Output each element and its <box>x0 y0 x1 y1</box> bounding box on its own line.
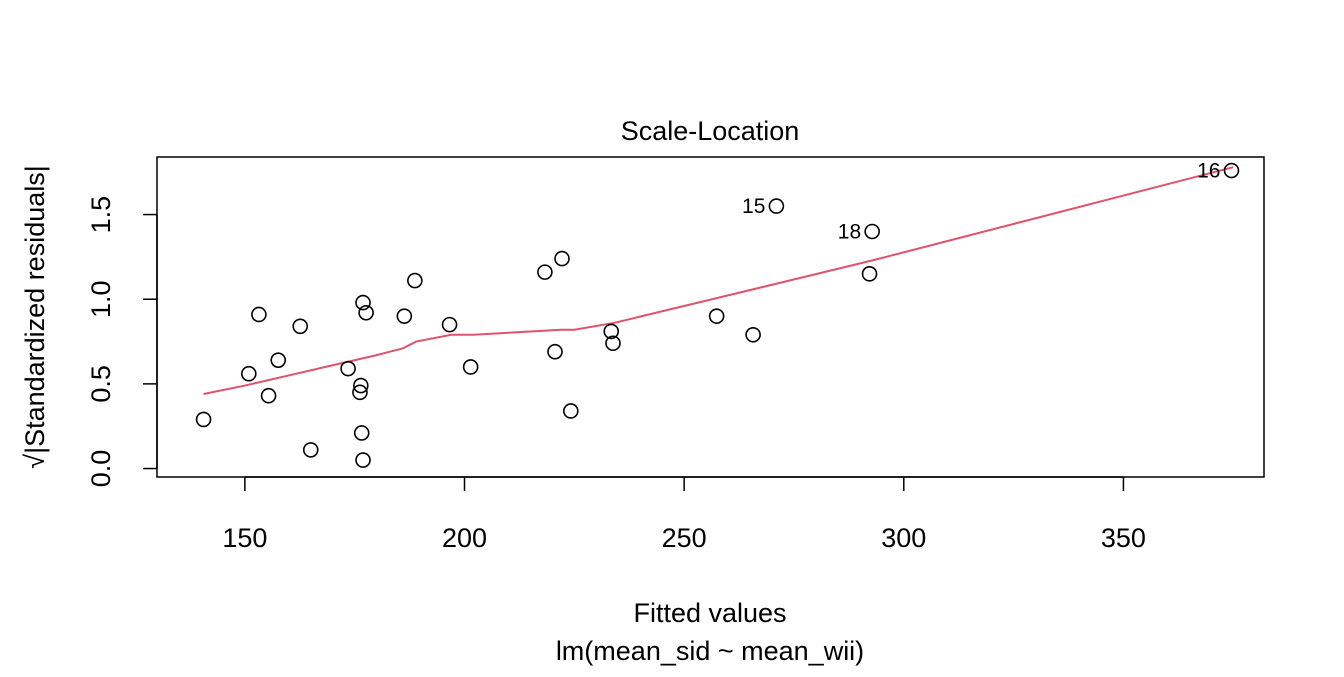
x-tick-label: 300 <box>881 523 926 553</box>
data-point <box>407 272 423 289</box>
data-point <box>537 264 553 280</box>
y-axis-label: √|Standardized residuals| <box>20 165 50 469</box>
data-point <box>554 250 570 267</box>
point-label: 16 <box>1197 160 1220 183</box>
y-axis: 0.0 0.5 1.0 1.5 <box>86 196 158 488</box>
y-tick-label: 0.5 <box>86 365 116 403</box>
data-point <box>861 266 878 282</box>
data-point <box>353 425 370 441</box>
y-tick-label: 1.0 <box>86 280 116 318</box>
point-labels-layer: 15 18 16 <box>742 160 1220 244</box>
data-point <box>563 403 579 419</box>
y-tick-label: 0.0 <box>86 450 116 488</box>
data-point <box>241 365 257 382</box>
model-formula-label: lm(mean_sid ~ mean_wii) <box>556 636 864 666</box>
data-point <box>292 318 309 335</box>
data-point <box>270 352 287 368</box>
x-axis: 150 200 250 300 350 <box>222 476 1146 553</box>
chart-title: Scale-Location <box>621 116 800 146</box>
data-point <box>251 306 267 323</box>
data-point <box>1223 162 1240 179</box>
data-point <box>260 387 277 404</box>
smooth-line <box>203 166 1234 396</box>
data-point <box>352 384 368 401</box>
data-point <box>864 223 880 240</box>
data-point <box>302 442 319 458</box>
point-label: 15 <box>742 195 765 218</box>
x-tick-label: 150 <box>222 523 267 553</box>
data-point <box>358 304 374 321</box>
data-point <box>195 411 212 428</box>
x-tick-label: 350 <box>1101 523 1146 553</box>
data-point <box>605 335 621 352</box>
smooth-line-group <box>203 166 1234 396</box>
data-point <box>768 198 785 214</box>
data-point <box>547 343 563 360</box>
points-layer <box>195 162 1240 468</box>
x-tick-label: 200 <box>442 523 487 553</box>
data-point <box>355 452 371 468</box>
x-tick-label: 250 <box>662 523 707 553</box>
data-point <box>603 323 620 340</box>
data-point <box>441 316 458 333</box>
data-point <box>353 377 369 394</box>
data-point <box>745 326 761 343</box>
point-label: 18 <box>838 220 861 243</box>
x-axis-label: Fitted values <box>633 598 786 628</box>
y-tick-label: 1.5 <box>86 196 116 234</box>
data-point <box>340 360 356 377</box>
data-point <box>355 294 371 311</box>
data-point <box>462 359 479 375</box>
data-point <box>396 308 413 324</box>
data-point <box>708 308 725 324</box>
